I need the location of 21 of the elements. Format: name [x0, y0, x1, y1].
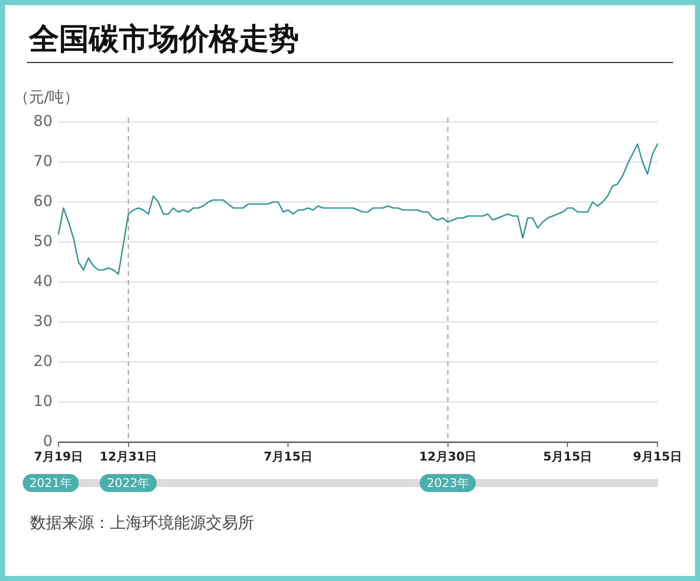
- x-tick-label: 12月31日: [100, 449, 158, 464]
- x-tick-label: 12月30日: [419, 449, 477, 464]
- source-note: 数据来源：上海环境能源交易所: [30, 513, 254, 534]
- y-axis-title: （元/吨）: [14, 88, 80, 106]
- y-tick-label: 60: [33, 192, 52, 210]
- year-pill: 2022年: [100, 474, 157, 492]
- y-tick-label: 40: [33, 272, 52, 290]
- y-tick-label: 30: [33, 312, 52, 330]
- x-tick-label: 5月15日: [543, 449, 592, 464]
- y-tick-label: 0: [42, 432, 52, 450]
- year-pill: 2023年: [420, 474, 476, 492]
- y-tick-label: 70: [33, 152, 52, 170]
- x-tick-label: 7月19日: [34, 449, 84, 464]
- y-tick-label: 50: [33, 232, 52, 250]
- year-pill: 2021年: [22, 474, 79, 492]
- x-tick-label: 9月15日: [632, 449, 682, 464]
- y-tick-label: 10: [33, 392, 52, 410]
- chart-title: 全国碳市场价格走势: [29, 22, 299, 57]
- y-tick-label: 80: [33, 112, 52, 130]
- x-tick-label: 7月15日: [264, 449, 313, 464]
- y-tick-label: 20: [33, 352, 52, 370]
